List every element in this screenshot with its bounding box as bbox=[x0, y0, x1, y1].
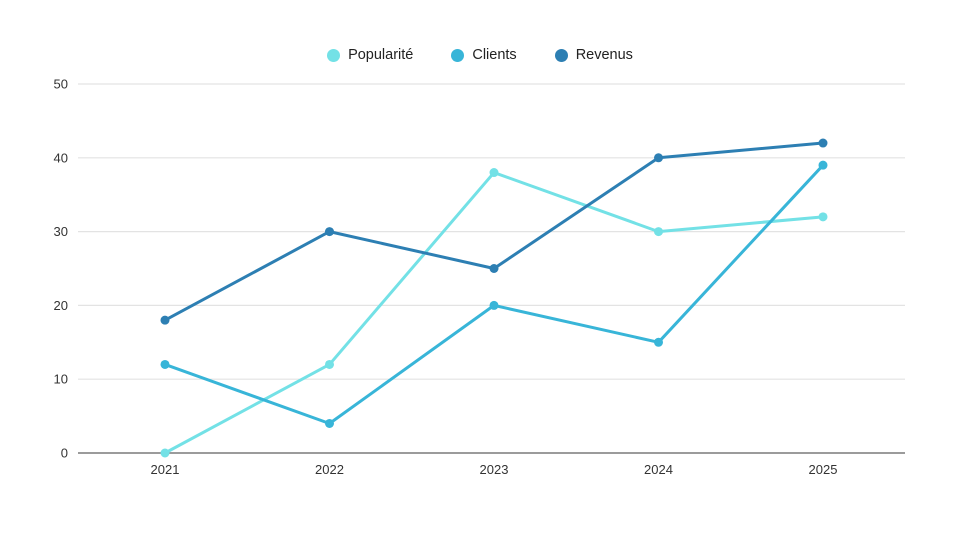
data-point bbox=[325, 418, 334, 428]
data-point bbox=[489, 168, 499, 178]
data-point bbox=[654, 153, 663, 163]
series-line bbox=[163, 171, 825, 455]
legend-label-clients: Clients bbox=[472, 47, 517, 63]
legend-label-popularite: Popularité bbox=[348, 47, 414, 63]
y-tick-label: 10 bbox=[54, 372, 68, 387]
y-tick-label: 50 bbox=[54, 77, 68, 92]
data-point bbox=[818, 160, 828, 170]
y-tick-label: 40 bbox=[54, 150, 68, 165]
data-point bbox=[654, 227, 663, 237]
data-point bbox=[818, 212, 828, 222]
x-tick-label: 2024 bbox=[644, 462, 673, 477]
data-point bbox=[489, 264, 499, 273]
x-tick-label: 2023 bbox=[480, 462, 509, 477]
data-point bbox=[654, 337, 663, 347]
y-tick-label: 0 bbox=[61, 446, 68, 461]
data-point bbox=[160, 359, 170, 369]
y-tick-label: 20 bbox=[54, 298, 68, 313]
chart-legend: Popularité Clients Revenus bbox=[0, 47, 960, 63]
data-point bbox=[325, 359, 334, 369]
x-tick-label: 2021 bbox=[151, 462, 180, 477]
data-point bbox=[160, 315, 170, 325]
legend-item-revenus[interactable]: Revenus bbox=[554, 47, 633, 63]
legend-dot-revenus-icon bbox=[554, 48, 568, 62]
series-line bbox=[163, 163, 825, 425]
legend-item-clients[interactable]: Clients bbox=[451, 47, 517, 63]
data-point bbox=[818, 138, 828, 148]
legend-dot-clients-icon bbox=[451, 48, 465, 62]
legend-dot-popularite-icon bbox=[327, 48, 341, 62]
x-tick-label: 2022 bbox=[315, 462, 344, 477]
data-point bbox=[489, 300, 499, 310]
x-tick-label: 2025 bbox=[809, 462, 838, 477]
data-point bbox=[325, 227, 334, 237]
y-tick-label: 30 bbox=[54, 224, 68, 239]
legend-item-popularite[interactable]: Popularité bbox=[327, 47, 413, 63]
data-point bbox=[160, 448, 170, 458]
legend-label-revenus: Revenus bbox=[575, 47, 633, 63]
